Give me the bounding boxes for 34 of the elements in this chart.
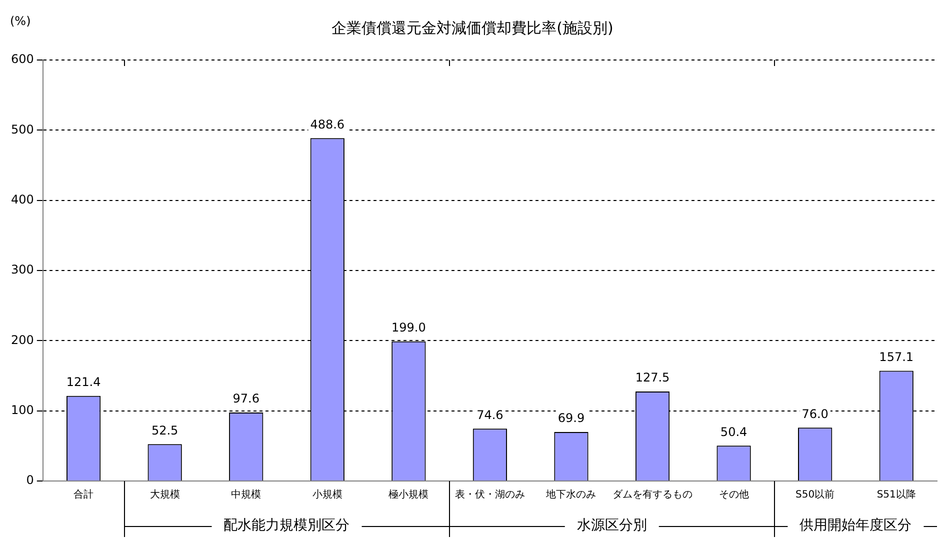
data-label: 488.6 xyxy=(310,117,345,132)
data-label: 69.9 xyxy=(558,411,585,426)
data-label: 76.0 xyxy=(802,406,828,421)
x-tick-label: 中規模 xyxy=(231,488,262,501)
x-tick-label: 合計 xyxy=(74,488,94,501)
chart-title: 企業債償還元金対減価償却費比率(施設別) xyxy=(332,18,614,37)
text: 配水能力規模別区分 xyxy=(224,518,350,534)
data-label: 157.1 xyxy=(879,350,914,364)
x-tick-label: 表・伏・湖のみ xyxy=(454,488,525,501)
data-label: 121.4 xyxy=(66,374,101,389)
y-tick-label: 500 xyxy=(11,122,34,136)
x-tick-label: その他 xyxy=(718,488,749,501)
y-tick-label: 300 xyxy=(11,262,34,277)
x-tick-label: 地下水のみ xyxy=(545,488,596,501)
y-tick-label: 600 xyxy=(11,52,34,66)
y-tick-label: 100 xyxy=(11,402,34,417)
y-tick-label: 400 xyxy=(11,192,34,206)
x-tick-label: S51以降 xyxy=(876,488,916,501)
data-label: 74.6 xyxy=(476,408,504,422)
data-label: 50.4 xyxy=(720,424,748,439)
x-tick-label: 大規模 xyxy=(150,488,180,501)
data-label: 127.5 xyxy=(635,370,670,385)
x-tick-label: ダムを有するもの xyxy=(612,488,693,501)
data-label: 97.6 xyxy=(232,392,260,406)
y-axis-title: (%) xyxy=(10,14,31,28)
text: 供用開始年度区分 xyxy=(800,518,912,534)
x-tick-label: S50以前 xyxy=(796,488,835,501)
x-tick-label: 極小規模 xyxy=(388,488,429,501)
data-label: 199.0 xyxy=(391,320,426,334)
data-label: 52.5 xyxy=(151,423,178,438)
x-tick-label: 小規模 xyxy=(312,488,342,501)
y-tick-label: 200 xyxy=(11,332,34,347)
y-tick-label: 0 xyxy=(26,473,34,488)
text: 水源区分別 xyxy=(576,518,647,534)
